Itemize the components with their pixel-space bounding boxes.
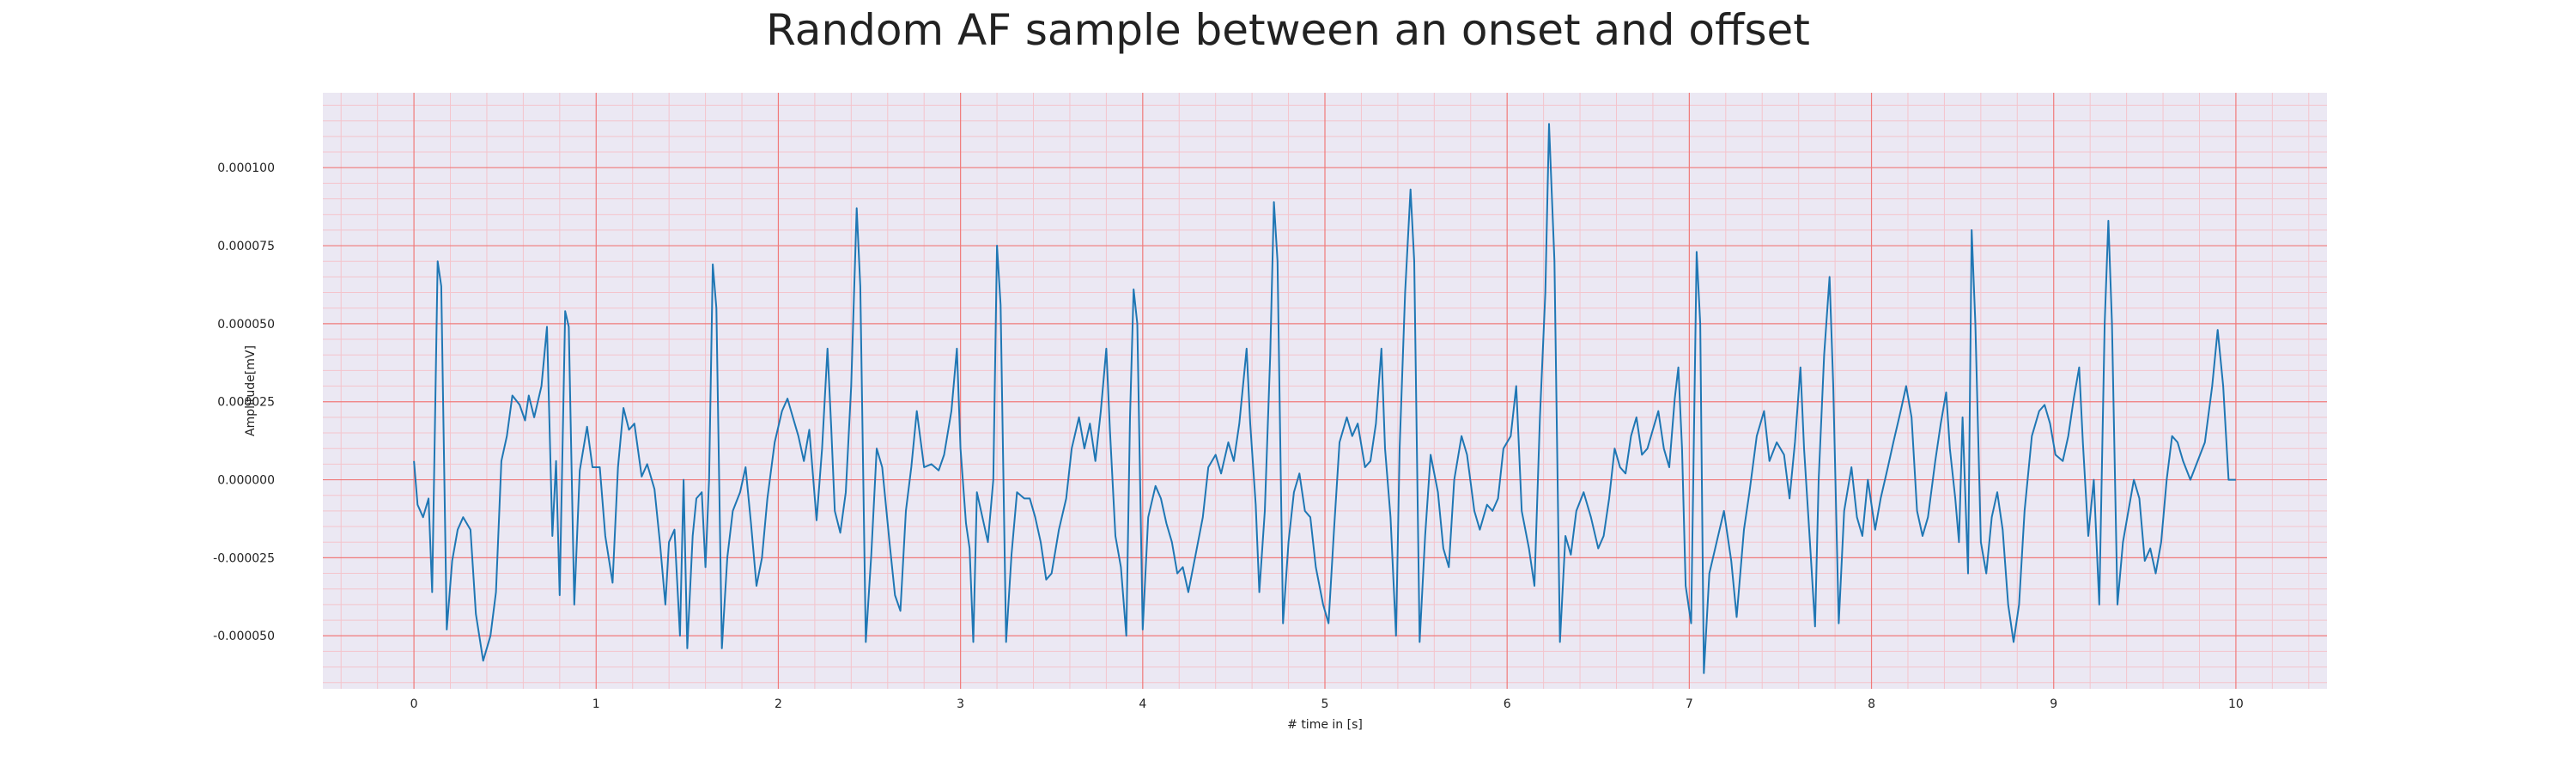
x-tick-labels: 0 1 2 3 4 5 6 7 8 9 10 (410, 697, 2244, 711)
y-tick-labels: -0.000050 -0.000025 0.000000 0.000025 0.0000… (213, 161, 275, 643)
y-tick-label: -0.000050 (213, 630, 275, 643)
x-axis-label: # time in [s] (1287, 718, 1363, 732)
x-tick-label: 6 (1504, 697, 1511, 711)
major-gridlines (323, 93, 2327, 689)
x-tick-label: 3 (957, 697, 964, 711)
y-tick-label: 0.000050 (217, 318, 275, 332)
x-tick-label: 8 (1868, 697, 1875, 711)
x-tick-label: 0 (410, 697, 418, 711)
y-tick-label: 0.000075 (217, 240, 275, 253)
y-axis-label: Amplitude[mV] (244, 345, 258, 436)
y-tick-label: 0.000000 (217, 474, 275, 488)
x-tick-label: 7 (1686, 697, 1693, 711)
y-tick-label: -0.000025 (213, 551, 275, 565)
x-tick-label: 2 (775, 697, 782, 711)
x-tick-label: 9 (2050, 697, 2057, 711)
y-tick-label: 0.000100 (217, 161, 275, 175)
x-tick-label: 4 (1139, 697, 1146, 711)
x-tick-label: 1 (592, 697, 600, 711)
y-tick-label: 0.000025 (217, 396, 275, 410)
series-line (413, 123, 2236, 674)
chart-title: Random AF sample between an onset and of… (766, 5, 1810, 55)
x-tick-label: 10 (2228, 697, 2244, 711)
x-tick-label: 5 (1321, 697, 1329, 711)
